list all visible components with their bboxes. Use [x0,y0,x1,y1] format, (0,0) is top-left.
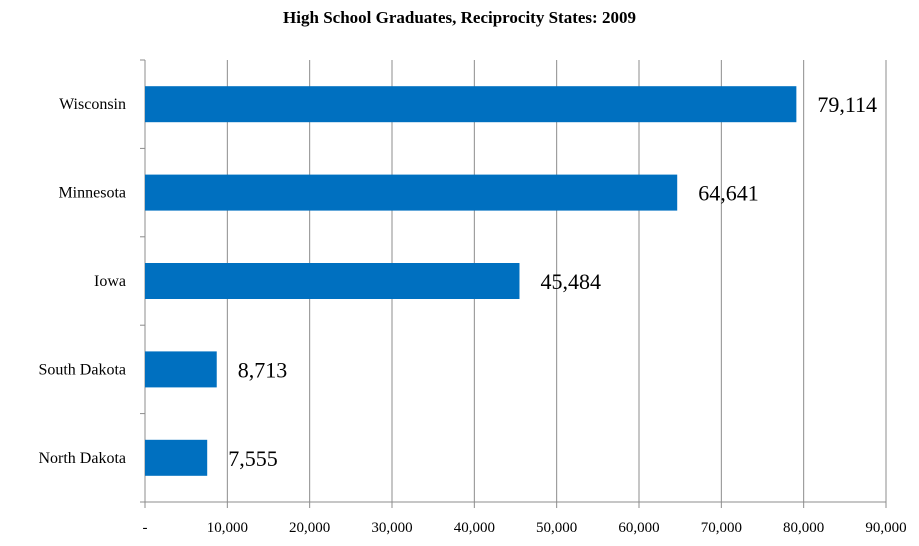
bar [145,174,678,211]
bar [145,263,520,299]
y-tick-label: North Dakota [38,450,126,467]
x-tick-label: 80,000 [783,520,824,536]
x-tick-label: 20,000 [289,520,330,536]
chart-title: High School Graduates, Reciprocity State… [283,8,636,27]
x-tick-label: - [143,520,148,536]
data-label: 8,713 [238,357,288,382]
y-tick-label: Iowa [94,273,126,290]
data-label: 7,555 [228,446,277,471]
data-label: 79,114 [817,92,877,117]
x-tick-label: 30,000 [371,520,412,536]
data-label: 64,641 [698,181,759,206]
y-tick-label: South Dakota [38,361,126,378]
x-tick-label: 70,000 [701,520,742,536]
bar [145,86,797,123]
x-tick-label: 90,000 [865,520,906,536]
bar [145,351,217,388]
y-tick-label: Wisconsin [59,96,126,113]
bar [145,439,208,476]
x-tick-label: 10,000 [207,520,248,536]
x-tick-label: 60,000 [618,520,659,536]
data-label: 45,484 [540,269,601,294]
y-tick-label: Minnesota [58,185,126,202]
x-tick-label: 50,000 [536,520,577,536]
x-tick-label: 40,000 [454,520,495,536]
